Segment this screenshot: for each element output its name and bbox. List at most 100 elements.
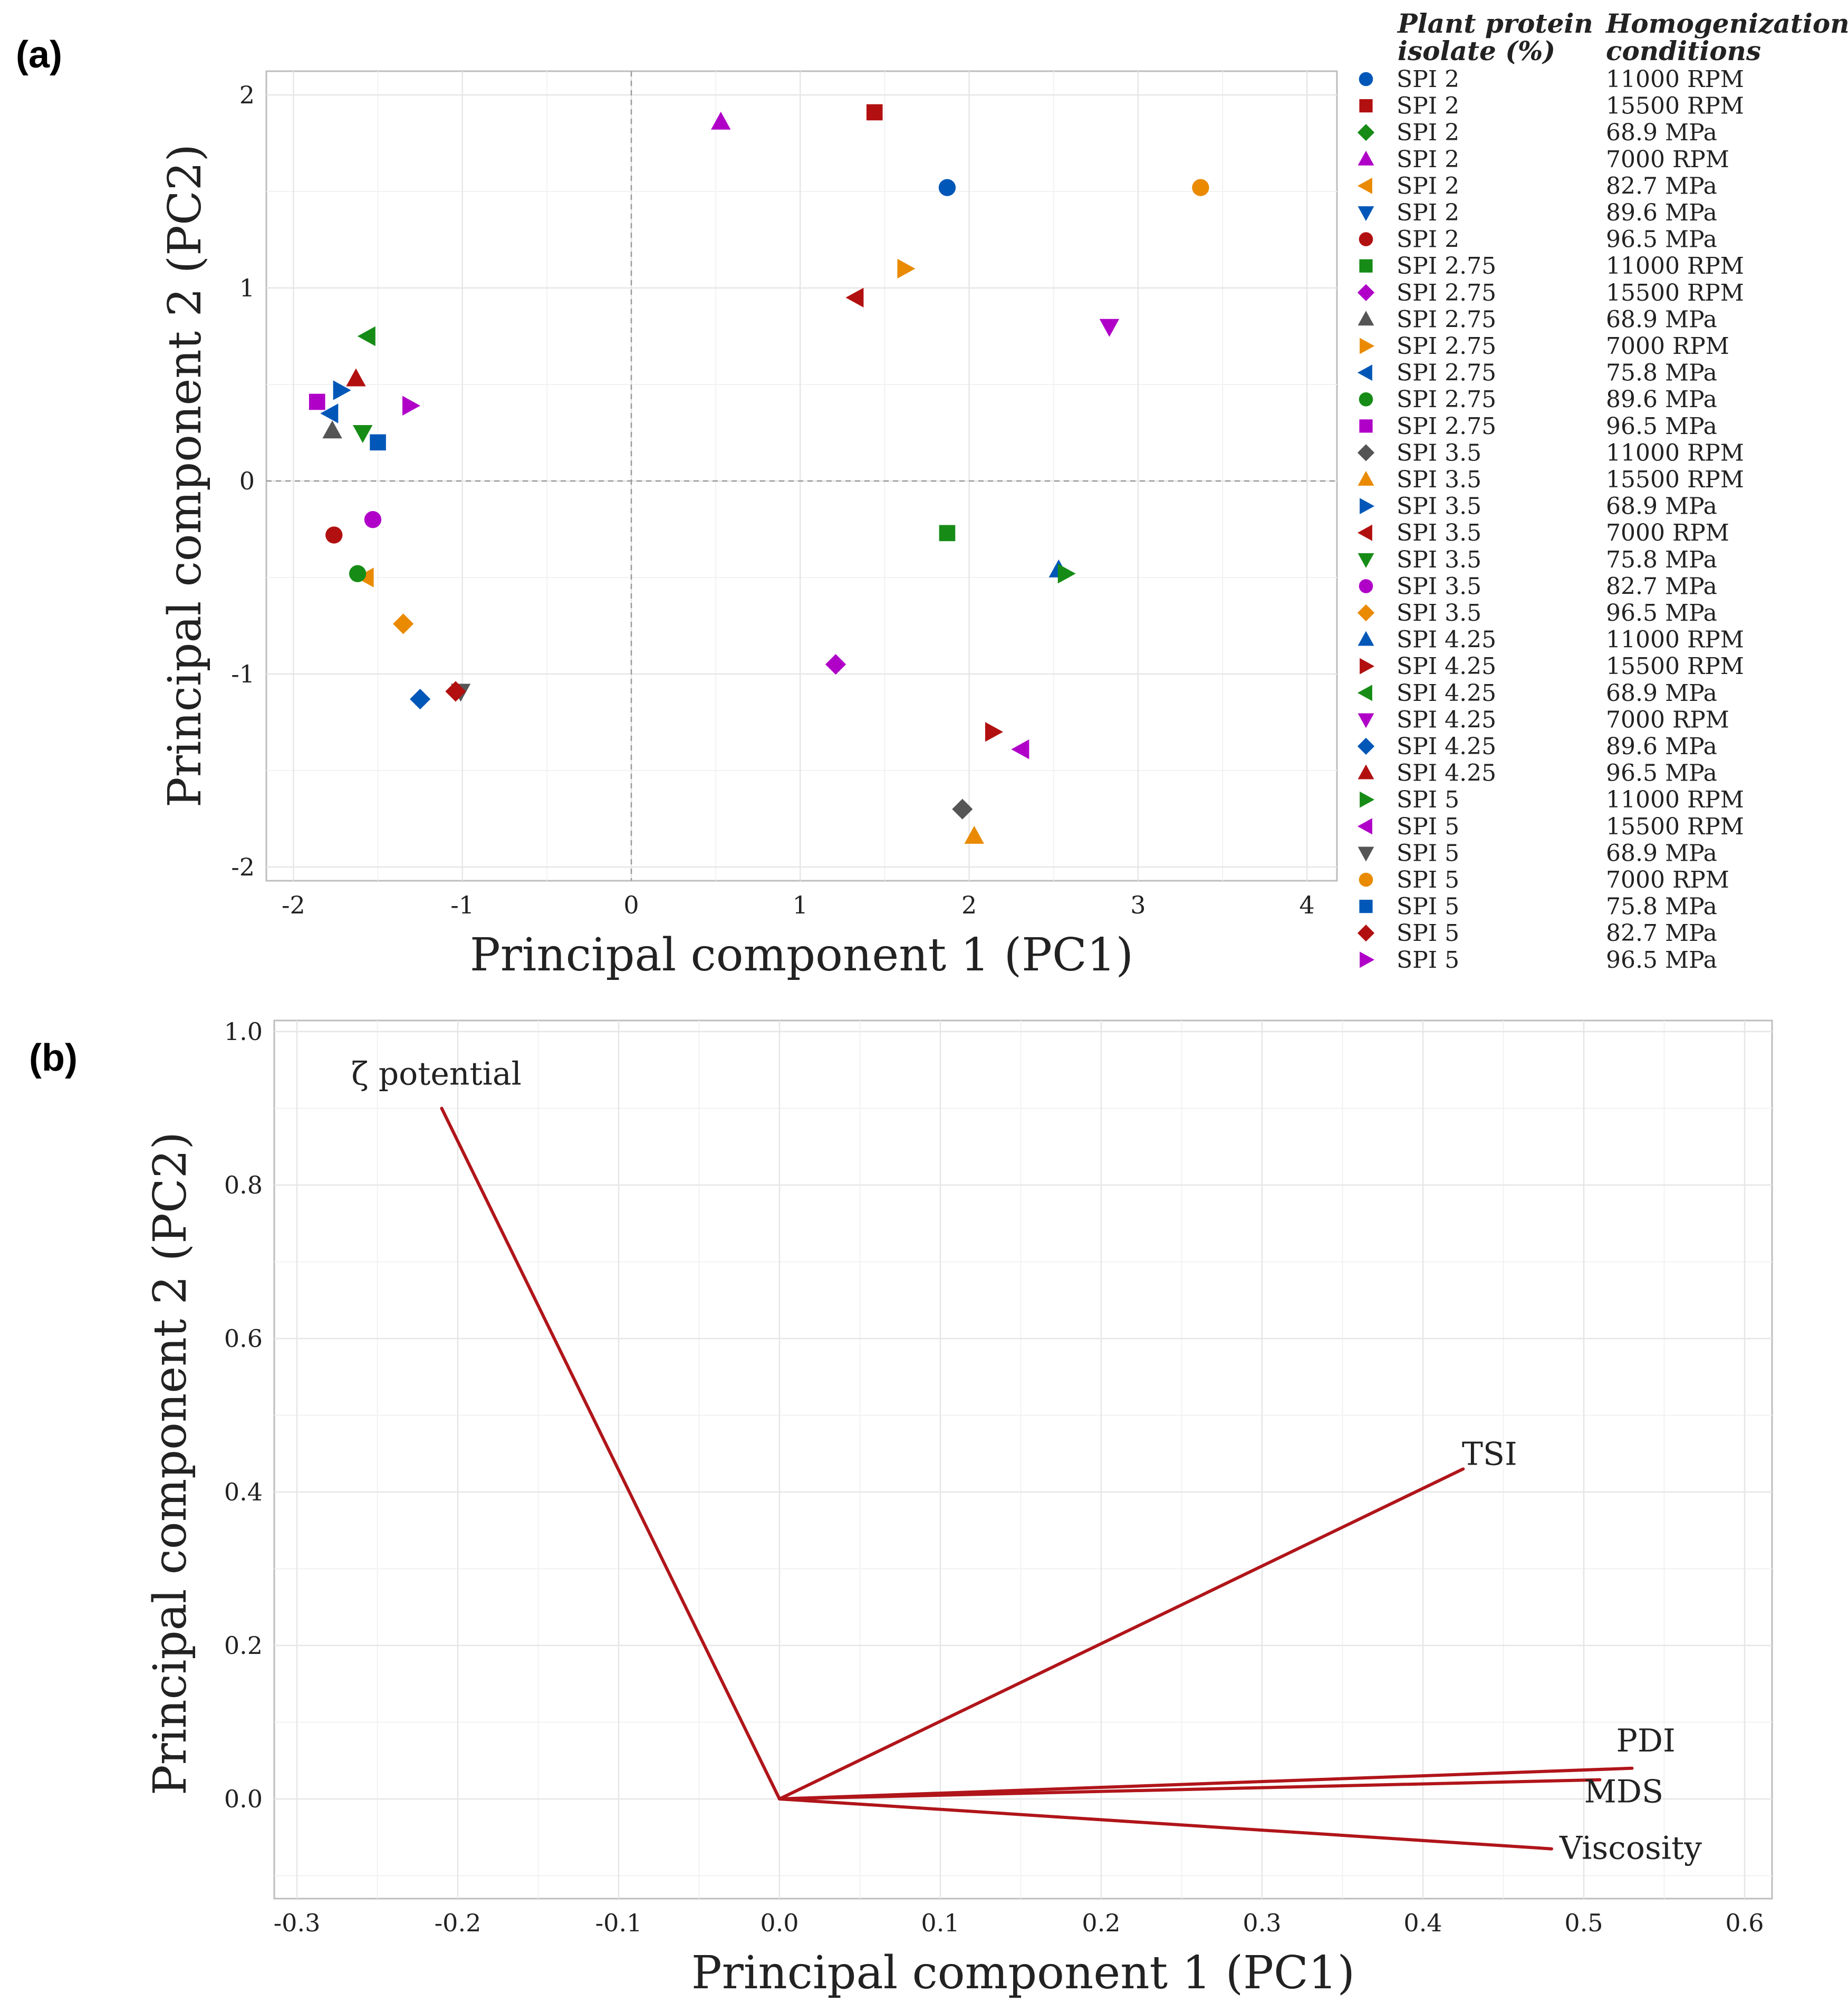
legend-symbol-spi-2-75-15500-rpm [1357, 284, 1375, 301]
loadings-y-tick-label: 0.0 [224, 1785, 263, 1813]
loadings-x-tick-label: -0.2 [435, 1909, 482, 1937]
legend-condition-label: 89.6 MPa [1606, 199, 1717, 226]
legend-condition-label: 11000 RPM [1606, 253, 1744, 280]
legend-isolate-label: SPI 2 [1397, 93, 1459, 120]
legend-symbol-spi-2-11000-rpm [1359, 72, 1373, 86]
point-spi-4-25-7000-rpm [1099, 319, 1120, 337]
y-tick-label: 2 [239, 81, 255, 109]
y-tick-labels: -2 -1 0 1 2 [231, 81, 255, 881]
legend-isolate-label: SPI 5 [1397, 813, 1459, 840]
y-tick-label: 0 [239, 467, 255, 495]
loading-vector-tsi [778, 1467, 1465, 1801]
legend-condition-label: 68.9 MPa [1606, 306, 1717, 333]
legend-condition-label: 11000 RPM [1606, 66, 1744, 93]
legend-symbol-spi-5-15500-rpm [1357, 818, 1372, 835]
loading-vector-potential [440, 1106, 781, 1801]
legend-isolate-label: SPI 2 [1397, 119, 1459, 146]
legend-condition-label: 75.8 MPa [1606, 360, 1717, 387]
loading-label-potential: ζ potential [351, 1056, 522, 1093]
legend-condition-label: 11000 RPM [1606, 439, 1744, 466]
legend-condition-label: 68.9 MPa [1606, 493, 1717, 520]
legend-condition-label: 82.7 MPa [1606, 573, 1717, 600]
loading-vector-pdi [778, 1766, 1634, 1801]
point-spi-3-5-7000-rpm [845, 287, 864, 307]
legend-condition-label: 11000 RPM [1606, 786, 1744, 813]
x-tick-label: -2 [282, 891, 305, 919]
legend-symbol-spi-3-5-82-7-mpa [1359, 579, 1373, 593]
legend-isolate-label: SPI 3.5 [1397, 573, 1481, 600]
legend-condition-label: 82.7 MPa [1606, 172, 1717, 199]
legend-isolate-label: SPI 2.75 [1397, 333, 1496, 360]
legend-condition-label: 68.9 MPa [1606, 119, 1717, 146]
legend-isolate-label: SPI 4.25 [1397, 760, 1496, 787]
legend-symbol-spi-4-25-68-9-mpa [1357, 685, 1372, 701]
legend-isolate-label: SPI 2 [1397, 199, 1459, 226]
legend-header-isolate-line1: Plant protein [1397, 8, 1593, 39]
legend-isolate-label: SPI 3.5 [1397, 600, 1481, 627]
loadings-plot-area-frame [273, 1019, 1773, 1900]
point-spi-5-7000-rpm [1192, 179, 1209, 196]
point-spi-2-75-89-6-mpa [349, 565, 367, 582]
legend-condition-label: 7000 RPM [1606, 333, 1729, 360]
loading-label-mds: MDS [1584, 1774, 1664, 1811]
loadings-x-tick-label: -0.1 [595, 1909, 642, 1937]
legend-symbol-spi-4-25-96-5-mpa [1358, 764, 1374, 779]
loadings-y-tick-label: 1.0 [224, 1017, 263, 1046]
legend-symbol-spi-3-5-7000-rpm [1357, 524, 1372, 541]
loadings-x-tick-label: -0.3 [274, 1909, 321, 1937]
loading-label-pdi: PDI [1616, 1722, 1676, 1759]
legend-symbol-spi-2-15500-rpm [1359, 99, 1373, 113]
legend-symbol-spi-3-5-68-9-mpa [1360, 498, 1375, 514]
legend-isolate-label: SPI 3.5 [1397, 546, 1481, 573]
loading-label-viscosity: Viscosity [1559, 1830, 1702, 1867]
legend-symbol-spi-2-75-11000-rpm [1359, 259, 1373, 273]
legend-symbol-spi-2-75-75-8-mpa [1357, 364, 1372, 381]
legend-isolate-label: SPI 4.25 [1397, 680, 1496, 707]
point-spi-3-5-75-8-mpa [353, 425, 373, 444]
x-tick-label: 3 [1130, 891, 1146, 919]
legend-symbol-spi-2-7000-rpm [1358, 150, 1374, 166]
x-tick-label: 0 [623, 891, 639, 919]
loadings-gridlines [274, 1021, 1772, 1899]
legend-condition-label: 7000 RPM [1606, 867, 1729, 893]
reference-lines [266, 71, 1337, 881]
y-tick-label: 1 [239, 274, 255, 302]
legend-condition-label: 96.5 MPa [1606, 413, 1717, 440]
point-spi-2-75-7000-rpm [897, 258, 916, 279]
legend-symbol-spi-3-5-15500-rpm [1358, 470, 1374, 486]
legend-condition-label: 15500 RPM [1606, 93, 1744, 120]
point-spi-4-25-68-9-mpa [357, 326, 376, 346]
loadings-y-tick-labels: 0.0 0.2 0.4 0.6 0.8 1.0 [224, 1017, 263, 1813]
legend-condition-label: 96.5 MPa [1606, 947, 1717, 974]
x-tick-label: 1 [793, 891, 808, 919]
legend-condition-label: 7000 RPM [1606, 146, 1729, 173]
legend-isolate-label: SPI 2 [1397, 66, 1459, 93]
loadings-x-tick-label: 0.5 [1564, 1909, 1603, 1937]
legend-isolate-label: SPI 5 [1397, 867, 1459, 893]
data-points [309, 104, 1209, 844]
legend-symbol-spi-2-82-7-mpa [1357, 178, 1372, 194]
legend-condition-label: 7000 RPM [1606, 706, 1729, 733]
point-spi-3-5-82-7-mpa [364, 511, 382, 528]
point-spi-3-5-68-9-mpa [333, 380, 351, 400]
legend-isolate-label: SPI 2 [1397, 146, 1459, 173]
loadings-x-axis-title: Principal component 1 (PC1) [691, 1947, 1355, 1999]
legend-symbol-spi-5-96-5-mpa [1360, 951, 1375, 968]
legend-symbol-spi-2-68-9-mpa [1357, 124, 1375, 141]
legend-isolate-label: SPI 5 [1397, 840, 1459, 867]
x-tick-label: 4 [1300, 891, 1315, 919]
legend-isolate-label: SPI 4.25 [1397, 653, 1496, 680]
legend-isolate-label: SPI 2.75 [1397, 306, 1496, 333]
panel-b-label: (b) [29, 1037, 78, 1079]
loadings-y-tick-label: 0.4 [224, 1478, 263, 1506]
legend-condition-label: 11000 RPM [1606, 627, 1744, 653]
x-tick-labels: -2 -1 0 1 2 3 4 [282, 891, 1315, 919]
legend-condition-label: 89.6 MPa [1606, 386, 1717, 413]
legend-isolate-label: SPI 2.75 [1397, 253, 1496, 280]
legend-isolate-label: SPI 2.75 [1397, 413, 1496, 440]
y-axis-title: Principal component 2 (PC2) [159, 144, 211, 807]
legend-symbol-spi-5-7000-rpm [1359, 872, 1373, 887]
loadings-x-tick-label: 0.4 [1403, 1909, 1442, 1937]
legend-header-isolate-line2: isolate (%) [1398, 35, 1555, 66]
